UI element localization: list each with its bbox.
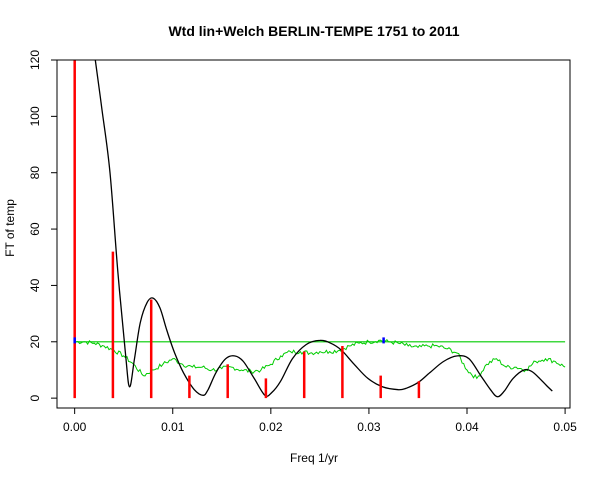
y-tick-label: 20 xyxy=(28,335,42,349)
y-tick-label: 40 xyxy=(28,278,42,292)
x-tick-label: 0.02 xyxy=(259,420,283,434)
x-tick-label: 0.05 xyxy=(553,420,577,434)
y-tick-label: 0 xyxy=(28,394,42,401)
x-tick-label: 0.01 xyxy=(161,420,185,434)
y-tick-label: 120 xyxy=(28,50,42,70)
x-axis-label: Freq 1/yr xyxy=(290,451,338,465)
x-tick-label: 0.03 xyxy=(357,420,381,434)
plot-frame xyxy=(56,59,571,409)
y-axis: 0 20 40 60 80 100 120 xyxy=(28,50,57,401)
x-tick-label: 0.00 xyxy=(63,420,87,434)
plot-area xyxy=(73,60,566,399)
y-axis-label: FT of temp xyxy=(3,199,17,257)
x-tick-label: 0.04 xyxy=(455,420,479,434)
chart-title: Wtd lin+Welch BERLIN-TEMPE 1751 to 2011 xyxy=(168,23,459,39)
y-tick-label: 60 xyxy=(28,222,42,236)
y-tick-label: 80 xyxy=(28,166,42,180)
green-series-line xyxy=(74,338,566,380)
y-tick-label: 100 xyxy=(28,106,42,126)
black-series-line xyxy=(94,60,553,398)
